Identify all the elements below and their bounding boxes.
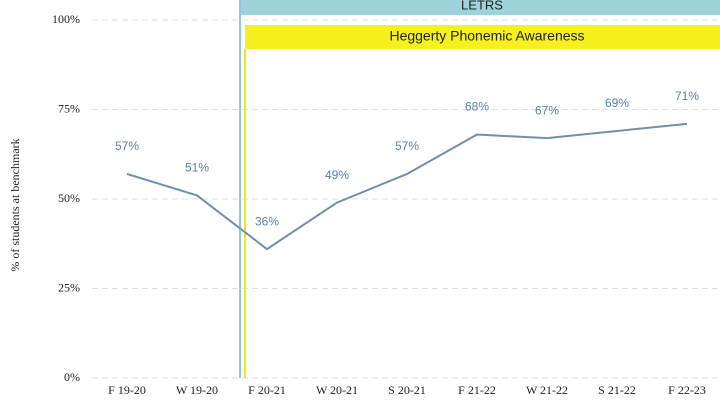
x-tick-label: F 19-20 (108, 383, 146, 397)
data-label: 69% (605, 96, 629, 110)
y-tick-label: 0% (64, 370, 80, 384)
x-tick-label: F 20-21 (248, 383, 286, 397)
data-label: 68% (465, 100, 489, 114)
y-tick-label: 25% (58, 280, 80, 294)
data-label: 67% (535, 103, 559, 117)
y-tick-label: 100% (52, 12, 80, 26)
x-tick-label: W 19-20 (176, 383, 218, 397)
data-label: 51% (185, 161, 209, 175)
data-label: 57% (395, 139, 419, 153)
heggerty-band (245, 25, 720, 49)
x-tick-label: W 21-22 (526, 383, 568, 397)
letrs-band (240, 0, 720, 15)
data-label: 57% (115, 139, 139, 153)
data-line (126, 122, 688, 251)
data-label: 71% (675, 89, 699, 103)
y-tick-label: 75% (58, 101, 80, 115)
y-axis-label: % of students at benchmark (8, 138, 22, 271)
x-tick-label: F 21-22 (458, 383, 496, 397)
data-label: 49% (325, 168, 349, 182)
x-tick-label: W 20-21 (316, 383, 358, 397)
x-tick-label: F 22-23 (668, 383, 706, 397)
data-label: 36% (255, 214, 279, 228)
x-tick-label: S 20-21 (388, 383, 426, 397)
heggerty-label: Heggerty Phonemic Awareness (389, 28, 584, 44)
y-tick-label: 50% (58, 191, 80, 205)
x-tick-label: S 21-22 (598, 383, 636, 397)
letrs-label: LETRS (461, 0, 503, 12)
